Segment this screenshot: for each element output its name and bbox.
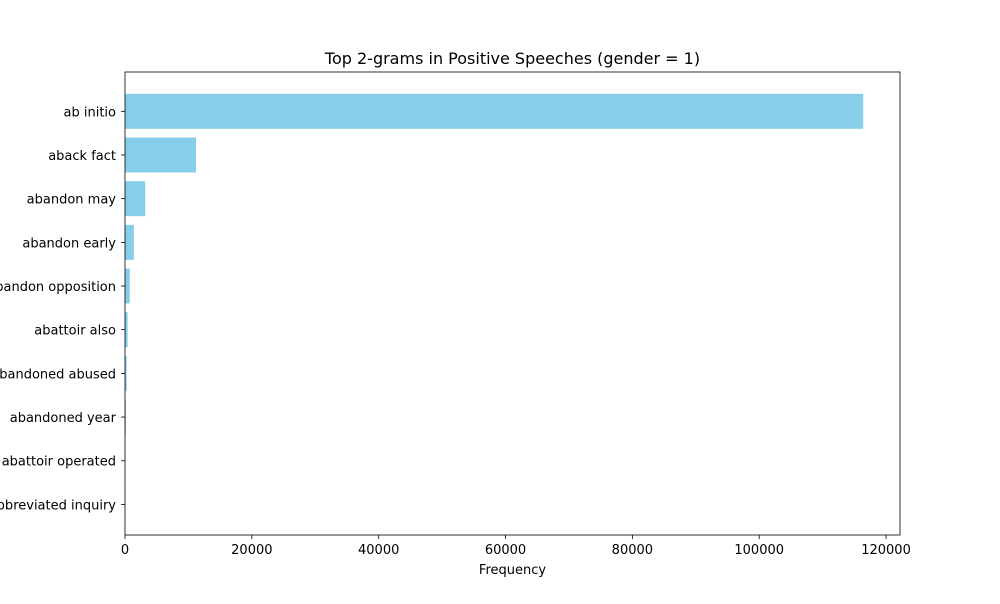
y-tick-label: abandon may bbox=[27, 193, 117, 208]
x-tick-label: 80000 bbox=[612, 543, 653, 558]
y-tick-label: abandoned abused bbox=[0, 367, 116, 382]
x-tick-label: 120000 bbox=[861, 543, 911, 558]
x-tick-label: 60000 bbox=[485, 543, 526, 558]
y-tick-label: abbreviated inquiry bbox=[0, 498, 116, 513]
bar bbox=[125, 225, 134, 260]
y-tick-label: abattoir also bbox=[34, 324, 116, 339]
y-tick-label: abattoir operated bbox=[2, 455, 116, 470]
x-tick-label: 40000 bbox=[358, 543, 399, 558]
plot-frame bbox=[125, 72, 900, 535]
y-tick-label: aback fact bbox=[48, 149, 116, 164]
bar bbox=[125, 94, 863, 129]
x-tick-label: 20000 bbox=[231, 543, 272, 558]
y-tick-label: abandon early bbox=[22, 236, 116, 251]
bar bbox=[125, 138, 196, 173]
bars-layer bbox=[125, 94, 863, 522]
chart-title: Top 2-grams in Positive Speeches (gender… bbox=[324, 49, 700, 68]
bar bbox=[125, 269, 130, 304]
bar bbox=[125, 181, 145, 216]
x-axis-label: Frequency bbox=[479, 563, 546, 578]
x-tick-label: 100000 bbox=[734, 543, 784, 558]
y-tick-label: abandon opposition bbox=[0, 280, 116, 295]
x-tick-label: 0 bbox=[121, 543, 129, 558]
y-tick-label: ab initio bbox=[64, 105, 117, 120]
y-tick-label: abandoned year bbox=[10, 411, 117, 426]
